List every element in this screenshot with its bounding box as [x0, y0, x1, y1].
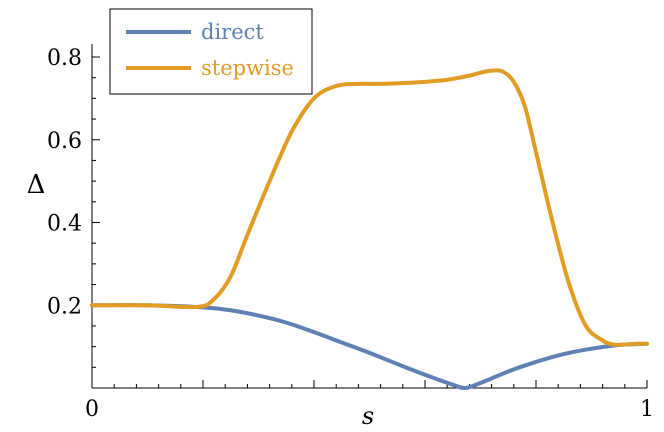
axes: 0 1 0.2 0.4 0.6 0.8	[47, 44, 654, 422]
y-tick-label: 0.6	[47, 129, 82, 154]
legend: direct stepwise	[109, 8, 313, 95]
series-line-stepwise	[90, 68, 649, 347]
x-axis-label: s	[362, 402, 374, 430]
x-tick-label: 0	[85, 397, 99, 422]
legend-box	[109, 8, 313, 95]
y-tick-label: 0.2	[47, 294, 82, 319]
legend-label-stepwise: stepwise	[201, 56, 294, 80]
y-axis-label: Δ	[27, 170, 46, 200]
legend-label-direct: direct	[201, 20, 264, 44]
y-tick-label: 0.8	[47, 46, 82, 71]
series-line-direct	[90, 303, 649, 391]
series-layer	[90, 68, 649, 391]
x-tick-label: 1	[640, 397, 654, 422]
y-tick-label: 0.4	[47, 212, 82, 237]
